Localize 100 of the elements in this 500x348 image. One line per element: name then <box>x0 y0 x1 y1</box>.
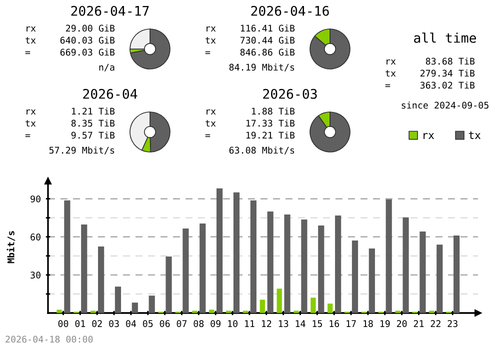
bar <box>267 211 274 313</box>
text: rx <box>26 109 36 115</box>
chart-title: 2026-04-17 <box>71 6 149 16</box>
text: tx <box>26 37 36 44</box>
text: 116.41 GiB <box>240 24 295 32</box>
y-tick-label: 60 <box>30 234 40 240</box>
text: 84.19 Mbit/s <box>229 64 294 72</box>
y-axis-title: Mbit/s <box>6 231 16 264</box>
bar <box>81 224 88 313</box>
x-tick-label: 06 <box>160 320 170 328</box>
x-tick-label: 07 <box>176 320 187 328</box>
bar <box>200 224 206 313</box>
x-tick-label: 00 <box>58 320 68 328</box>
bar <box>454 235 460 313</box>
text: rx <box>206 26 216 32</box>
legend-label: tx <box>468 132 481 139</box>
text: all time <box>414 32 476 43</box>
x-tick-label: 18 <box>364 320 373 328</box>
text: 730.44 GiB <box>240 36 295 44</box>
bar <box>148 296 155 313</box>
bar <box>233 192 240 313</box>
text: 1.88 TiB <box>252 108 295 115</box>
bar <box>56 310 62 313</box>
x-tick-label: 13 <box>278 320 288 328</box>
text: rx <box>386 59 396 65</box>
bar <box>310 298 316 313</box>
x-tick-label: 22 <box>430 320 440 327</box>
x-tick-label: 03 <box>109 320 119 328</box>
bar <box>98 246 104 313</box>
x-tick-label: 10 <box>228 320 238 328</box>
text: since 2024-09-05 <box>402 102 488 109</box>
bar <box>386 199 392 313</box>
y-tick-label: 90 <box>30 195 40 202</box>
legend-label: rx <box>424 133 434 139</box>
bar <box>114 286 122 313</box>
text: = <box>205 51 210 54</box>
x-tick-label: 23 <box>448 320 458 328</box>
text: tx <box>26 120 36 127</box>
text: 17.33 TiB <box>246 120 295 127</box>
donut-slice <box>310 112 350 152</box>
bar <box>436 244 443 313</box>
chart-title: 2026-03 <box>263 88 317 99</box>
x-tick-label: 04 <box>126 320 136 328</box>
x-tick-label: 08 <box>194 320 204 328</box>
bar <box>250 200 256 313</box>
bar <box>209 310 214 313</box>
text: 846.86 GiB <box>240 48 295 56</box>
x-tick-label: 02 <box>92 320 102 328</box>
x-tick-label: 19 <box>380 320 390 328</box>
text: 1.21 TiB <box>72 108 115 115</box>
text: = <box>25 51 30 54</box>
text: 29.00 GiB <box>66 24 115 32</box>
donut-slice <box>310 28 350 70</box>
text: 83.68 TiB <box>426 58 475 65</box>
text: n/a <box>99 64 114 72</box>
chart-title: 2026-04 <box>83 88 138 99</box>
y-tick-label: 30 <box>30 272 40 279</box>
x-tick-label: 01 <box>75 320 86 328</box>
x-tick-label: 12 <box>262 320 272 327</box>
bar <box>368 248 375 313</box>
text: = <box>385 84 390 87</box>
chart-title: 2026-04-16 <box>251 6 329 16</box>
text: 363.02 TiB <box>420 82 475 89</box>
x-tick-label: 16 <box>330 320 340 328</box>
text: = <box>25 134 30 137</box>
x-tick-label: 21 <box>414 320 424 327</box>
bar <box>284 214 290 313</box>
bar <box>260 300 266 313</box>
x-tick-label: 15 <box>312 320 322 328</box>
bar <box>276 288 282 313</box>
donut-slice <box>130 28 170 70</box>
text: 2026-04-18 00:00 <box>6 336 93 343</box>
text: 19.21 TiB <box>246 132 295 139</box>
bar <box>216 188 223 313</box>
text: 8.35 TiB <box>71 120 115 127</box>
x-tick-label: 09 <box>210 320 220 328</box>
text: 640.03 GiB <box>60 36 115 44</box>
x-tick-label: 20 <box>396 320 407 328</box>
bar <box>318 226 324 313</box>
bar <box>352 240 358 313</box>
text: tx <box>206 120 216 127</box>
bar <box>182 228 189 313</box>
text: rx <box>206 109 216 115</box>
bar <box>64 200 70 313</box>
bar <box>132 302 138 313</box>
bar <box>328 304 333 313</box>
bar <box>402 217 409 313</box>
text: 57.29 Mbit/s <box>49 146 114 154</box>
x-tick-label: 11 <box>245 320 254 327</box>
bar <box>166 256 172 313</box>
text: 279.34 TiB <box>420 70 475 77</box>
text: rx <box>26 26 36 32</box>
x-tick-label: 05 <box>142 320 153 328</box>
bar <box>301 219 308 313</box>
x-tick-label: 14 <box>296 320 306 327</box>
x-tick-label: 17 <box>346 320 356 327</box>
text: 669.03 GiB <box>60 48 115 56</box>
text: 63.08 Mbit/s <box>229 146 294 154</box>
text: tx <box>206 37 216 44</box>
text: = <box>205 134 210 137</box>
